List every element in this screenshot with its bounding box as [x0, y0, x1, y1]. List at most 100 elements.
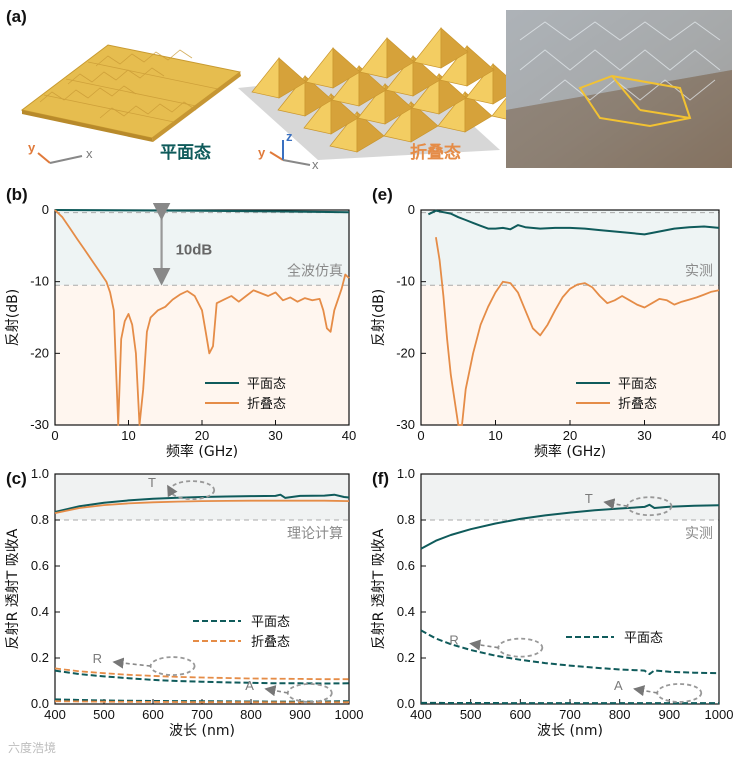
chart-c: 400 500 600 700 800 900 1000 0.0 0.2 0.4 0.6 0.8 1.0… [5, 466, 363, 739]
legend-label: 平面态 [618, 377, 657, 392]
callout-label-A: A [614, 678, 623, 693]
callout-ellipse-A [656, 683, 703, 703]
legend-label: 折叠态 [618, 397, 657, 412]
fold-facet [332, 47, 361, 89]
y-tick-label: 0.0 [31, 696, 49, 711]
series-line-0 [54, 209, 350, 214]
y-tick-label: 0.6 [397, 558, 415, 573]
y-tick-label: -10 [30, 274, 49, 289]
watermark: 六度浩境 [8, 740, 56, 755]
panel-label-b: (b) [6, 185, 28, 204]
y-tick-label: -20 [396, 345, 415, 360]
fold-facet [440, 27, 469, 69]
method-note: 实测 [685, 526, 713, 542]
fold-facet [384, 83, 413, 125]
fold-facet [413, 26, 442, 69]
series-line-3 [54, 667, 349, 681]
x-tick-label: 0 [417, 428, 424, 443]
folded-sheet-illustration [238, 26, 547, 160]
callout-label-T: T [148, 475, 156, 490]
x-tick-label: 400 [44, 707, 66, 722]
x-tick-label: 30 [268, 428, 282, 443]
callout-label-T: T [585, 491, 593, 506]
fold-facet [410, 101, 439, 143]
axis-z-label-folded: z [286, 129, 293, 144]
callout-label-A: A [245, 678, 254, 693]
y-tick-label: -20 [30, 345, 49, 360]
callout-label-R: R [93, 651, 102, 666]
y-tick-label: 0.8 [397, 512, 415, 527]
x-tick-label: 30 [637, 428, 651, 443]
x-tick-label: 1000 [335, 707, 364, 722]
legend-label: 平面态 [247, 377, 286, 392]
y-tick-label: 0.4 [31, 604, 49, 619]
callout-arrow-R [469, 639, 499, 651]
legend-label: 平面态 [624, 631, 663, 646]
y-tick-label: -30 [30, 417, 49, 432]
axis-y-label-flat: y [28, 140, 36, 155]
chart-f: 400 500 600 700 800 900 1000 0.0 0.2 0.4 0.6 0.8 1.0… [371, 466, 733, 739]
x-tick-label: 1000 [705, 707, 734, 722]
folded-state-label: 折叠态 [410, 142, 461, 163]
legend-label: 折叠态 [247, 397, 286, 412]
callout-arrow-T [167, 484, 178, 498]
axis-x-label-folded: x [312, 157, 319, 172]
method-note: 全波仿真 [287, 262, 343, 279]
y-axis-label: 反射(dB) [371, 289, 387, 346]
callout-arrow-R [112, 657, 151, 669]
callout-arrow-A [633, 685, 658, 697]
axis-triad-flat: y x [28, 140, 93, 164]
x-tick-label: 800 [609, 707, 631, 722]
x-tick-label: 600 [509, 707, 531, 722]
panel-label-a: (a) [6, 7, 27, 26]
x-tick-label: 10 [488, 428, 502, 443]
y-tick-label: 0.0 [397, 696, 415, 711]
series-line-1 [435, 237, 720, 426]
x-tick-label: 500 [93, 707, 115, 722]
flat-band [55, 210, 349, 286]
panel-label-c: (c) [6, 469, 27, 488]
y-tick-label: 1.0 [397, 466, 415, 481]
x-tick-label: 10 [121, 428, 135, 443]
legend-label: 折叠态 [251, 635, 290, 650]
series-line-2 [54, 669, 350, 685]
fold-facet [386, 37, 415, 79]
gap-label: 10dB [176, 242, 213, 259]
legend-label: 平面态 [251, 615, 290, 630]
callout-ellipse-R [497, 637, 544, 658]
fold-facet [304, 75, 333, 117]
y-axis-label: 反射R 透射T 吸收A [371, 528, 387, 649]
flat-sheet-illustration [20, 44, 242, 142]
x-axis-label: 波长 (nm) [169, 723, 235, 739]
x-tick-label: 900 [658, 707, 680, 722]
x-tick-label: 40 [342, 428, 356, 443]
y-tick-label: 1.0 [31, 466, 49, 481]
fold-facet [305, 46, 334, 89]
series-line-1 [420, 629, 720, 676]
y-tick-label: 0.8 [31, 512, 49, 527]
y-tick-label: -30 [396, 417, 415, 432]
y-tick-label: 0.2 [397, 650, 415, 665]
panel-label-e: (e) [372, 185, 393, 204]
y-axis-label: 反射(dB) [5, 289, 21, 346]
x-tick-label: 600 [142, 707, 164, 722]
x-tick-label: 20 [195, 428, 209, 443]
axis-x-label-flat: x [86, 146, 93, 161]
prototype-photo [506, 10, 732, 168]
x-axis-label: 波长 (nm) [537, 723, 603, 739]
y-tick-label: 0.2 [31, 650, 49, 665]
y-axis-label: 反射R 透射T 吸收A [5, 528, 21, 649]
fold-facet [466, 45, 495, 87]
series-line-0 [54, 493, 350, 513]
flat-band [421, 210, 719, 286]
fold-facet [359, 36, 388, 79]
folded-band [55, 285, 349, 425]
fold-facet [278, 57, 307, 99]
y-tick-label: 0 [42, 202, 49, 217]
fold-facet [412, 55, 441, 97]
folded-band [421, 285, 719, 425]
fold-facet [358, 65, 387, 107]
y-tick-label: 0.4 [397, 604, 415, 619]
series-line-0 [427, 209, 720, 236]
